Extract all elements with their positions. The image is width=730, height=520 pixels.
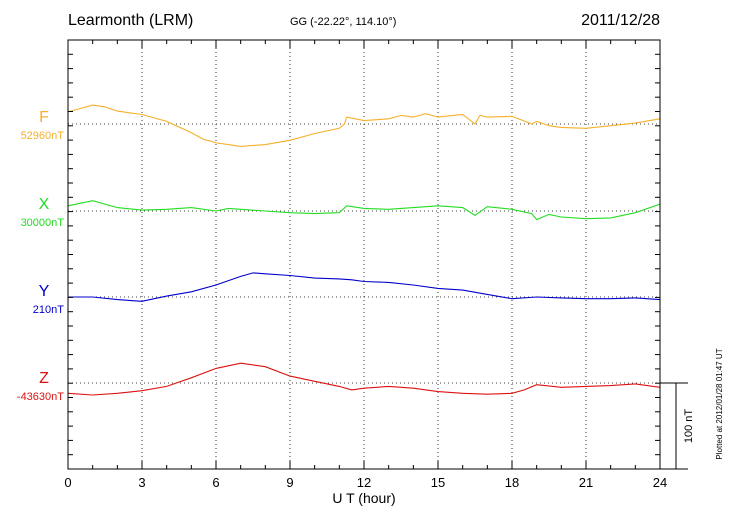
scale-bar-label: 100 nT — [683, 409, 695, 444]
grid — [68, 40, 660, 469]
series-x: X 30000nT — [21, 196, 661, 229]
series-baseline-f: 52960nT — [21, 130, 65, 142]
series-line-x — [67, 200, 661, 221]
x-tick-label: 0 — [64, 475, 71, 490]
series-baseline-x: 30000nT — [21, 217, 65, 229]
coords-label: GG (-22.22°, 114.10°) — [290, 16, 396, 28]
x-tick-label: 15 — [431, 475, 445, 490]
plotted-timestamp: Plotted at 2012/01/28 01:47 UT — [715, 348, 724, 459]
series-baseline-z: -43630nT — [17, 391, 64, 403]
series-baseline-y: 210nT — [33, 304, 64, 316]
series-f: F 52960nT — [21, 104, 661, 147]
series-name-f: F — [39, 109, 49, 126]
x-tick-label: 6 — [212, 475, 219, 490]
series-y: Y 210nT — [33, 272, 661, 316]
series-name-z: Z — [39, 370, 49, 387]
series-name-y: Y — [39, 283, 50, 300]
x-tick-label: 3 — [138, 475, 145, 490]
x-tick-label: 12 — [357, 475, 371, 490]
x-tick-label: 24 — [653, 475, 667, 490]
x-tick-label: 9 — [286, 475, 293, 490]
series-group: F 52960nT X 30000nT Y 210nT Z -43630nT — [17, 104, 661, 403]
series-name-x: X — [39, 196, 50, 213]
series-line-f — [67, 104, 661, 147]
plot-frame — [67, 39, 661, 470]
series-z: Z -43630nT — [17, 362, 661, 403]
date-label: 2011/12/28 — [581, 12, 660, 29]
x-tick-label: 18 — [505, 475, 519, 490]
x-tick-label: 21 — [579, 475, 593, 490]
series-line-y — [68, 272, 661, 302]
x-axis: 0 3 6 9 12 15 18 21 24 — [64, 39, 667, 490]
series-line-z — [67, 362, 661, 396]
x-axis-label: U T (hour) — [332, 490, 395, 506]
station-title: Learmonth (LRM) — [68, 12, 193, 29]
scale-bar: 100 nT — [660, 382, 695, 470]
